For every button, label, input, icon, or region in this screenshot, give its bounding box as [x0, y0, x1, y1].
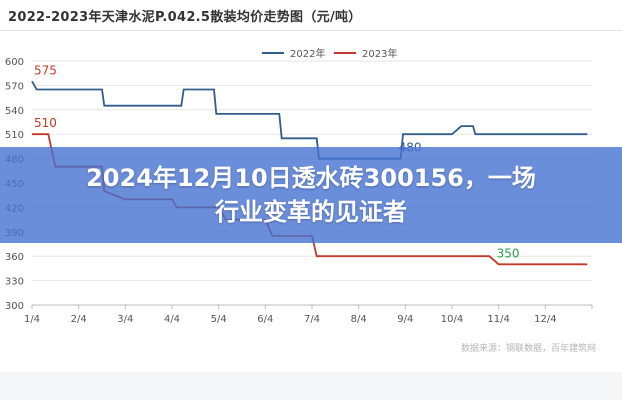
series-line-1: [31, 80, 588, 160]
data-label: 575: [34, 63, 57, 77]
x-tick-label: 2/4: [71, 314, 87, 325]
headline-line-1: 2024年12月10日透水砖300156，一场: [86, 164, 536, 192]
x-tick-label: 1/4: [24, 314, 40, 325]
x-tick-label: 9/4: [397, 314, 413, 325]
headline-line-2: 行业变革的见证者: [215, 198, 407, 226]
legend: 2022年 2023年: [262, 47, 397, 60]
y-tick-label: 600: [5, 57, 24, 68]
y-tick-label: 540: [5, 106, 24, 117]
x-tick-label: 12/4: [534, 314, 556, 325]
title-divider: [0, 30, 622, 31]
x-tick-label: 10/4: [441, 314, 463, 325]
x-tick-label: 7/4: [304, 314, 320, 325]
x-tick-label: 4/4: [164, 314, 180, 325]
x-tick-label: 11/4: [487, 314, 509, 325]
x-tick-label: 6/4: [257, 314, 273, 325]
source-watermark: 数据来源：钢联数据，百年建筑网: [460, 344, 596, 354]
x-tick-label: 3/4: [117, 314, 133, 325]
x-tick-label: 8/4: [351, 314, 367, 325]
chart-title: 2022-2023年天津水泥P.042.5散装均价走势图（元/吨）: [8, 10, 362, 25]
x-tick-label: 5/4: [211, 314, 227, 325]
legend-label-1: 2022年: [290, 47, 325, 60]
y-tick-label: 510: [5, 130, 24, 141]
data-labels: 575510480350: [34, 63, 520, 260]
y-tick-label: 360: [5, 252, 24, 263]
legend-label-2: 2023年: [362, 47, 397, 60]
data-label: 350: [497, 246, 520, 260]
axes: [31, 304, 593, 309]
headline-banner: 2024年12月10日透水砖300156，一场 行业变革的见证者: [0, 147, 622, 243]
y-tick-label: 300: [5, 301, 24, 312]
y-tick-label: 570: [5, 81, 24, 92]
footer-strip: [0, 372, 622, 400]
data-label: 510: [34, 116, 57, 130]
y-tick-label: 330: [5, 277, 24, 288]
x-tick-labels: 1/4 2/4 3/4 4/4 5/4 6/4 7/4 8/4 9/4 10/4 11/4 12/4: [24, 314, 557, 325]
